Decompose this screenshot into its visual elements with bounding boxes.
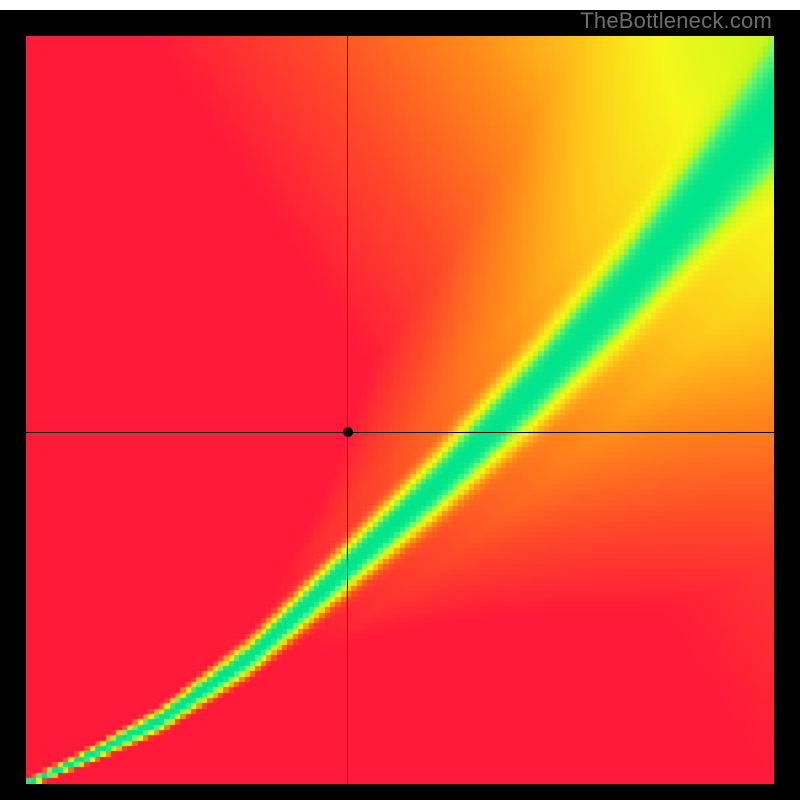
crosshair-horizontal [26,432,774,433]
heatmap-canvas [26,36,774,784]
watermark-text: TheBottleneck.com [580,8,772,34]
crosshair-marker-dot [343,427,353,437]
crosshair-vertical [347,36,348,784]
